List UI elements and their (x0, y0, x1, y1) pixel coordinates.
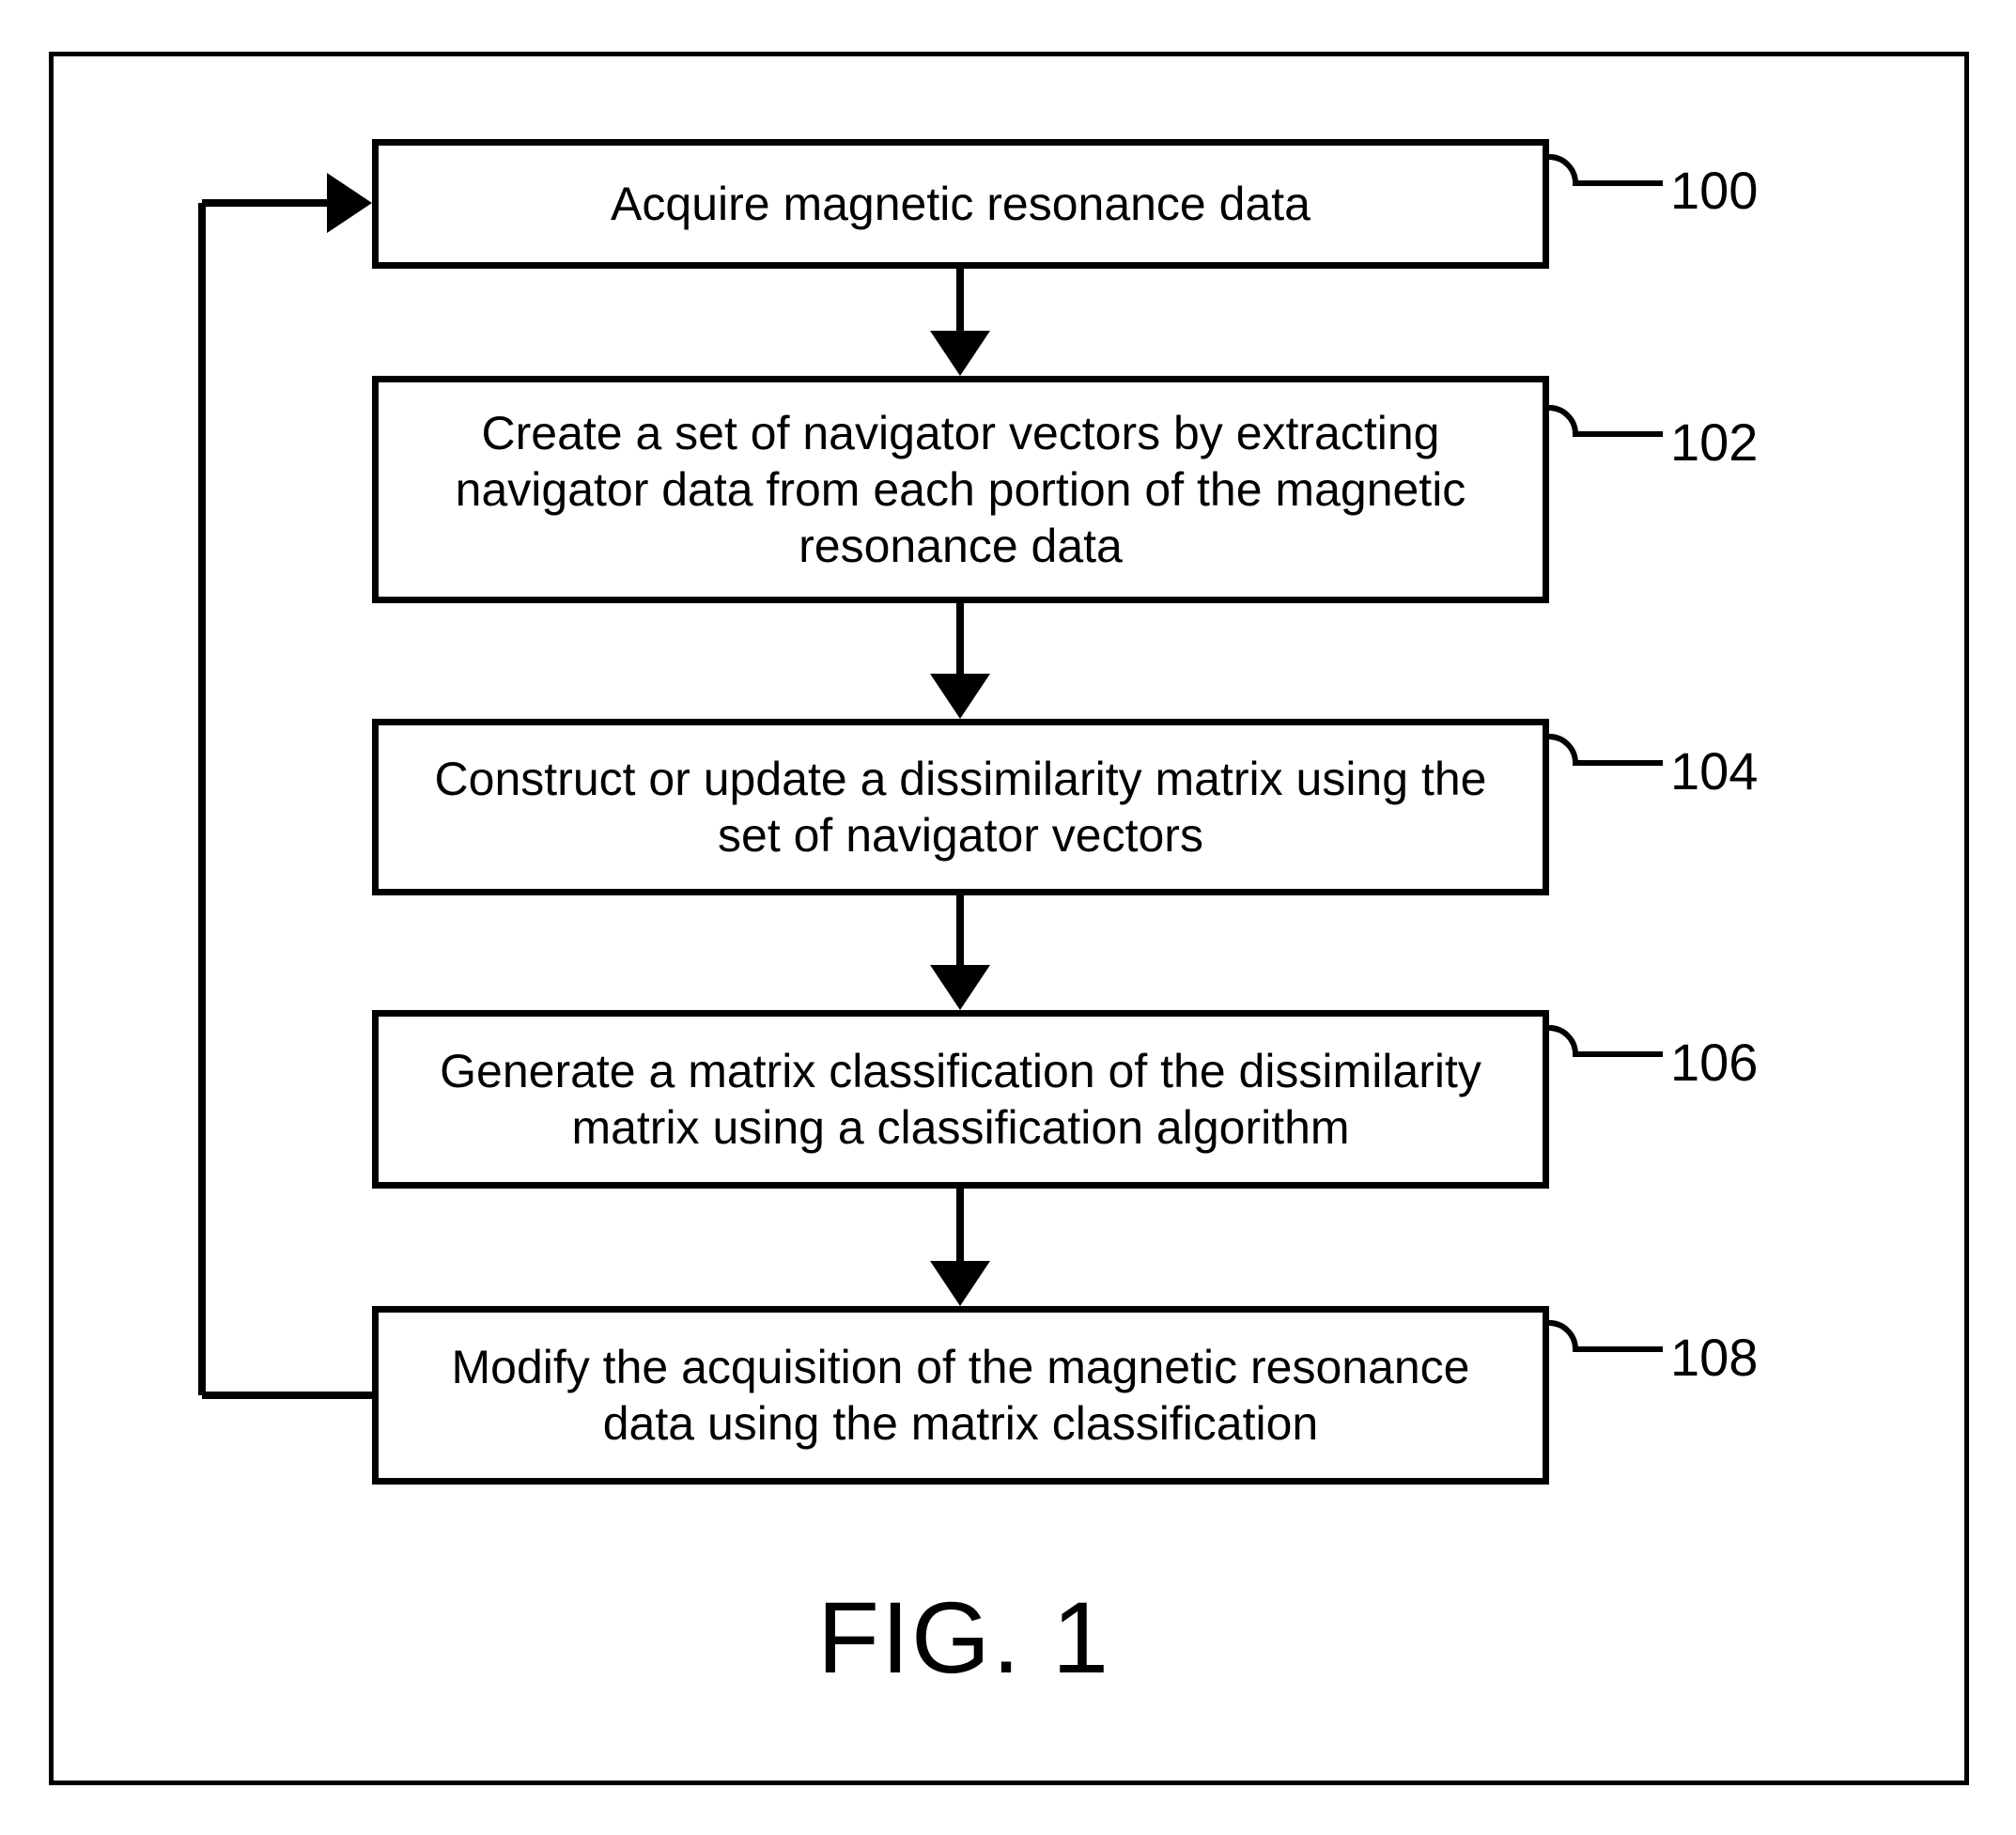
box-text: Generate a matrix classification of the … (416, 1043, 1505, 1156)
box-ref-label: 108 (1670, 1327, 1758, 1388)
flowchart-box: Modify the acquisition of the magnetic r… (372, 1306, 1549, 1485)
flowchart-box: Create a set of navigator vectors by ext… (372, 376, 1549, 603)
box-text: Construct or update a dissimilarity matr… (416, 751, 1505, 863)
box-ref-label: 100 (1670, 160, 1758, 221)
box-text: Create a set of navigator vectors by ext… (416, 405, 1505, 574)
flowchart-box: Construct or update a dissimilarity matr… (372, 719, 1549, 895)
box-ref-label: 106 (1670, 1032, 1758, 1093)
box-text: Modify the acquisition of the magnetic r… (416, 1339, 1505, 1452)
connector-layer (0, 0, 2016, 1835)
box-text: Acquire magnetic resonance data (611, 176, 1310, 232)
box-ref-label: 104 (1670, 740, 1758, 801)
box-ref-label: 102 (1670, 412, 1758, 473)
flowchart-box: Generate a matrix classification of the … (372, 1010, 1549, 1189)
figure-caption: FIG. 1 (817, 1578, 1110, 1696)
flowchart-canvas: FIG. 1 Acquire magnetic resonance data 10… (0, 0, 2016, 1835)
flowchart-box: Acquire magnetic resonance data (372, 139, 1549, 269)
